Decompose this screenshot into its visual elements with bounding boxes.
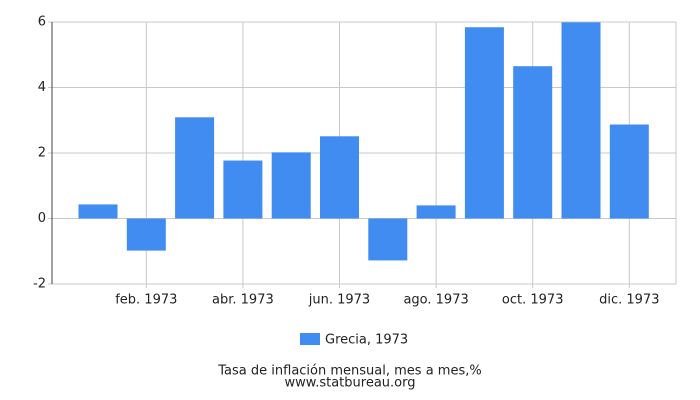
legend-label: Grecia, 1973 xyxy=(325,333,408,348)
bar xyxy=(78,204,118,219)
x-tick-label: ago. 1973 xyxy=(403,293,468,308)
bar xyxy=(513,66,553,219)
bar xyxy=(223,160,263,219)
bar xyxy=(561,22,601,219)
x-tick-label: oct. 1973 xyxy=(502,293,564,308)
y-tick-label: 6 xyxy=(38,15,46,30)
source: www.statbureau.org xyxy=(285,376,416,391)
y-tick-label: -2 xyxy=(33,277,46,292)
bar xyxy=(609,124,649,219)
x-tick-label: abr. 1973 xyxy=(212,293,274,308)
bar xyxy=(368,218,408,261)
bar xyxy=(416,205,456,219)
bar xyxy=(271,152,311,219)
footer: Tasa de inflación mensual, mes a mes,% xyxy=(217,364,481,379)
y-tick-label: 2 xyxy=(38,146,46,161)
bar xyxy=(320,136,359,219)
bar xyxy=(464,27,504,219)
y-tick-label: 0 xyxy=(38,211,46,226)
bar xyxy=(126,218,166,251)
legend-swatch xyxy=(300,333,320,345)
x-tick-label: feb. 1973 xyxy=(115,293,177,308)
x-tick-label: jun. 1973 xyxy=(308,293,370,308)
x-tick-label: dic. 1973 xyxy=(599,293,659,308)
y-tick-label: 4 xyxy=(38,80,46,95)
bar xyxy=(175,117,215,219)
